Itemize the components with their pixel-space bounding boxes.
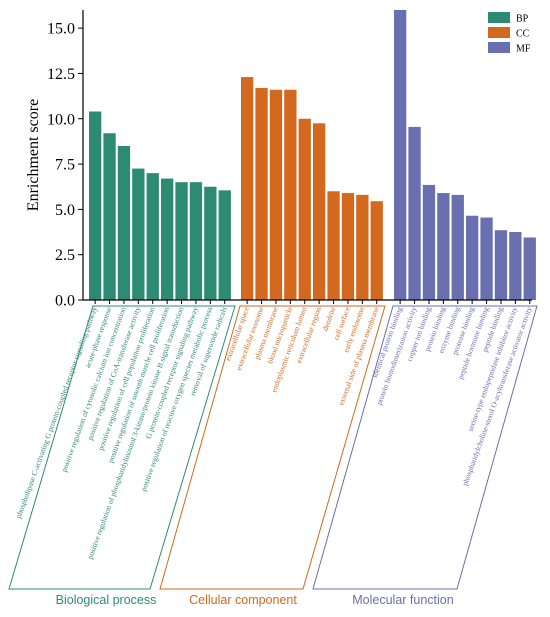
group-label-cc: Cellular component: [189, 593, 297, 607]
y-tick-label: 2.5: [55, 247, 75, 264]
bar-mf-3: [422, 184, 436, 300]
bar-cc-9: [356, 194, 369, 301]
group-box-cc: [159, 305, 386, 590]
bar-mf-7: [480, 217, 493, 300]
legend-label-bp: BP: [516, 14, 529, 25]
group-box-bp: [8, 305, 236, 590]
bar-mf-2: [408, 126, 421, 300]
bar-bp-7: [175, 182, 188, 300]
y-tick-label: 7.5: [55, 157, 75, 174]
bar-bp-10: [218, 190, 231, 300]
legend-swatch-bp: [488, 12, 510, 23]
x-tick-labels: phospholipase C-activating G protein-cou…: [14, 305, 534, 560]
y-tick-label: 12.5: [47, 66, 75, 83]
bar-mf-1: [394, 10, 407, 300]
bar-cc-4: [284, 89, 297, 300]
bar-bp-5: [146, 173, 159, 301]
bar-bp-4: [132, 168, 145, 300]
bar-cc-2: [255, 87, 268, 300]
bar-bp-1: [89, 111, 102, 300]
group-label-mf: Molecular function: [352, 593, 453, 607]
y-tick-label: 10.0: [47, 111, 75, 128]
legend-swatch-mf: [488, 42, 510, 53]
y-tick-label: 15.0: [47, 21, 75, 38]
bar-bp-9: [204, 186, 217, 300]
bar-mf-6: [466, 215, 479, 300]
bars-layer: [89, 10, 536, 301]
legend-label-cc: CC: [516, 29, 530, 40]
y-axis-label: Enrichment score: [25, 99, 42, 211]
bar-cc-1: [241, 77, 254, 300]
y-tick-label: 5.0: [55, 202, 75, 219]
legend-label-mf: MF: [516, 44, 531, 55]
bar-mf-8: [494, 230, 508, 300]
bar-cc-6: [313, 123, 326, 300]
bar-cc-3: [269, 89, 283, 300]
bar-bp-8: [189, 182, 203, 300]
axes: 0.0 2.5 5.0 7.5 10.0 12.5 15.0: [47, 10, 532, 310]
y-tick-label: 0.0: [55, 293, 75, 310]
group-label-bp: Biological process: [56, 593, 157, 607]
bar-cc-10: [370, 201, 383, 300]
bar-mf-9: [509, 232, 522, 300]
bar-cc-5: [298, 118, 311, 300]
group-box-mf: [312, 305, 538, 590]
bar-bp-6: [161, 178, 174, 300]
legend-swatch-cc: [488, 27, 510, 38]
bar-mf-10: [523, 237, 536, 300]
bar-bp-2: [103, 133, 116, 300]
bar-cc-7: [327, 191, 340, 300]
group-label-boxes: Biological process Cellular component Mole…: [8, 305, 538, 607]
legend: BP CC MF: [488, 12, 531, 55]
bar-bp-3: [117, 145, 131, 300]
bar-mf-4: [437, 193, 450, 300]
bar-cc-8: [341, 193, 355, 300]
bar-mf-5: [451, 194, 464, 301]
